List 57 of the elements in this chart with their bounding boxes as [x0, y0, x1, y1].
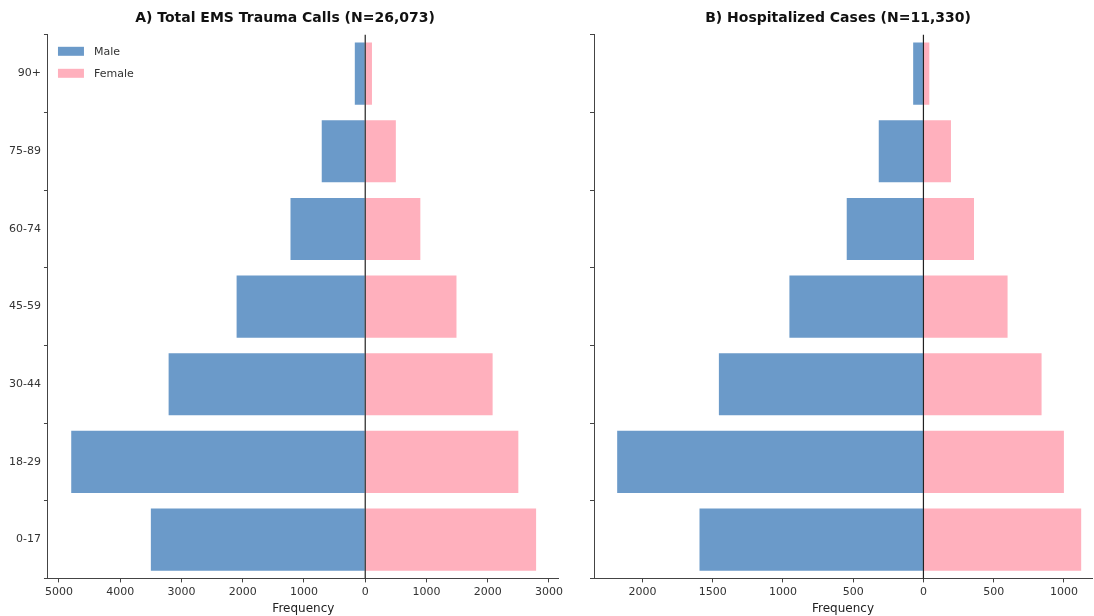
y-tick-label: 18-29	[8, 454, 41, 468]
bar	[699, 508, 923, 571]
x-tick-label: 1000	[1049, 584, 1078, 598]
bar	[150, 508, 365, 571]
bar	[354, 42, 365, 105]
bar	[365, 508, 537, 571]
x-tick-label: 1000	[768, 584, 797, 598]
x-tick-label: 2000	[628, 584, 657, 598]
bar	[365, 275, 457, 338]
bar	[923, 42, 930, 105]
bar	[878, 120, 923, 183]
x-tick-label: 3000	[534, 584, 563, 598]
y-tick-label: 75-89	[8, 144, 41, 158]
y-tick-label: 60-74	[8, 221, 41, 235]
x-axis-title: Frequency	[272, 600, 335, 615]
y-tick-label: 90+	[17, 66, 41, 80]
y-tick-label: 0-17	[15, 532, 41, 546]
bar	[290, 197, 365, 261]
bar	[923, 120, 951, 183]
x-tick-label: 500	[983, 584, 1005, 598]
bar	[718, 353, 923, 416]
legend-label: Female	[93, 66, 134, 80]
bar	[321, 120, 365, 183]
bar	[365, 353, 493, 416]
x-tick-label: 0	[361, 584, 369, 598]
bar	[846, 197, 923, 261]
bar	[365, 197, 421, 261]
y-tick-label: 30-44	[8, 377, 41, 391]
bar	[923, 430, 1064, 493]
bar	[236, 275, 365, 338]
x-tick-label: 2000	[473, 584, 502, 598]
x-tick-label: 1500	[698, 584, 727, 598]
chart-title: B) Hospitalized Cases (N=11,330)	[705, 9, 971, 26]
y-tick-label: 45-59	[8, 299, 41, 313]
bar	[913, 42, 923, 105]
chart-title: A) Total EMS Trauma Calls (N=26,073)	[135, 9, 435, 26]
bar	[365, 120, 396, 183]
x-tick-label: 0	[919, 584, 927, 598]
bar	[923, 197, 974, 261]
bar	[617, 430, 923, 493]
bar	[71, 430, 365, 493]
x-tick-label: 5000	[44, 584, 73, 598]
bar	[365, 430, 519, 493]
bar	[365, 42, 372, 105]
x-tick-label: 2000	[228, 584, 257, 598]
x-tick-label: 500	[842, 584, 864, 598]
bar	[923, 508, 1082, 571]
bar	[923, 275, 1008, 338]
x-tick-label: 1000	[412, 584, 441, 598]
bar	[168, 353, 365, 416]
x-tick-label: 3000	[167, 584, 196, 598]
x-tick-label: 4000	[106, 584, 135, 598]
bar	[923, 353, 1042, 416]
bar	[789, 275, 923, 338]
legend-label: Male	[93, 44, 121, 58]
x-axis-title: Frequency	[812, 600, 874, 615]
x-tick-label: 1000	[289, 584, 318, 598]
